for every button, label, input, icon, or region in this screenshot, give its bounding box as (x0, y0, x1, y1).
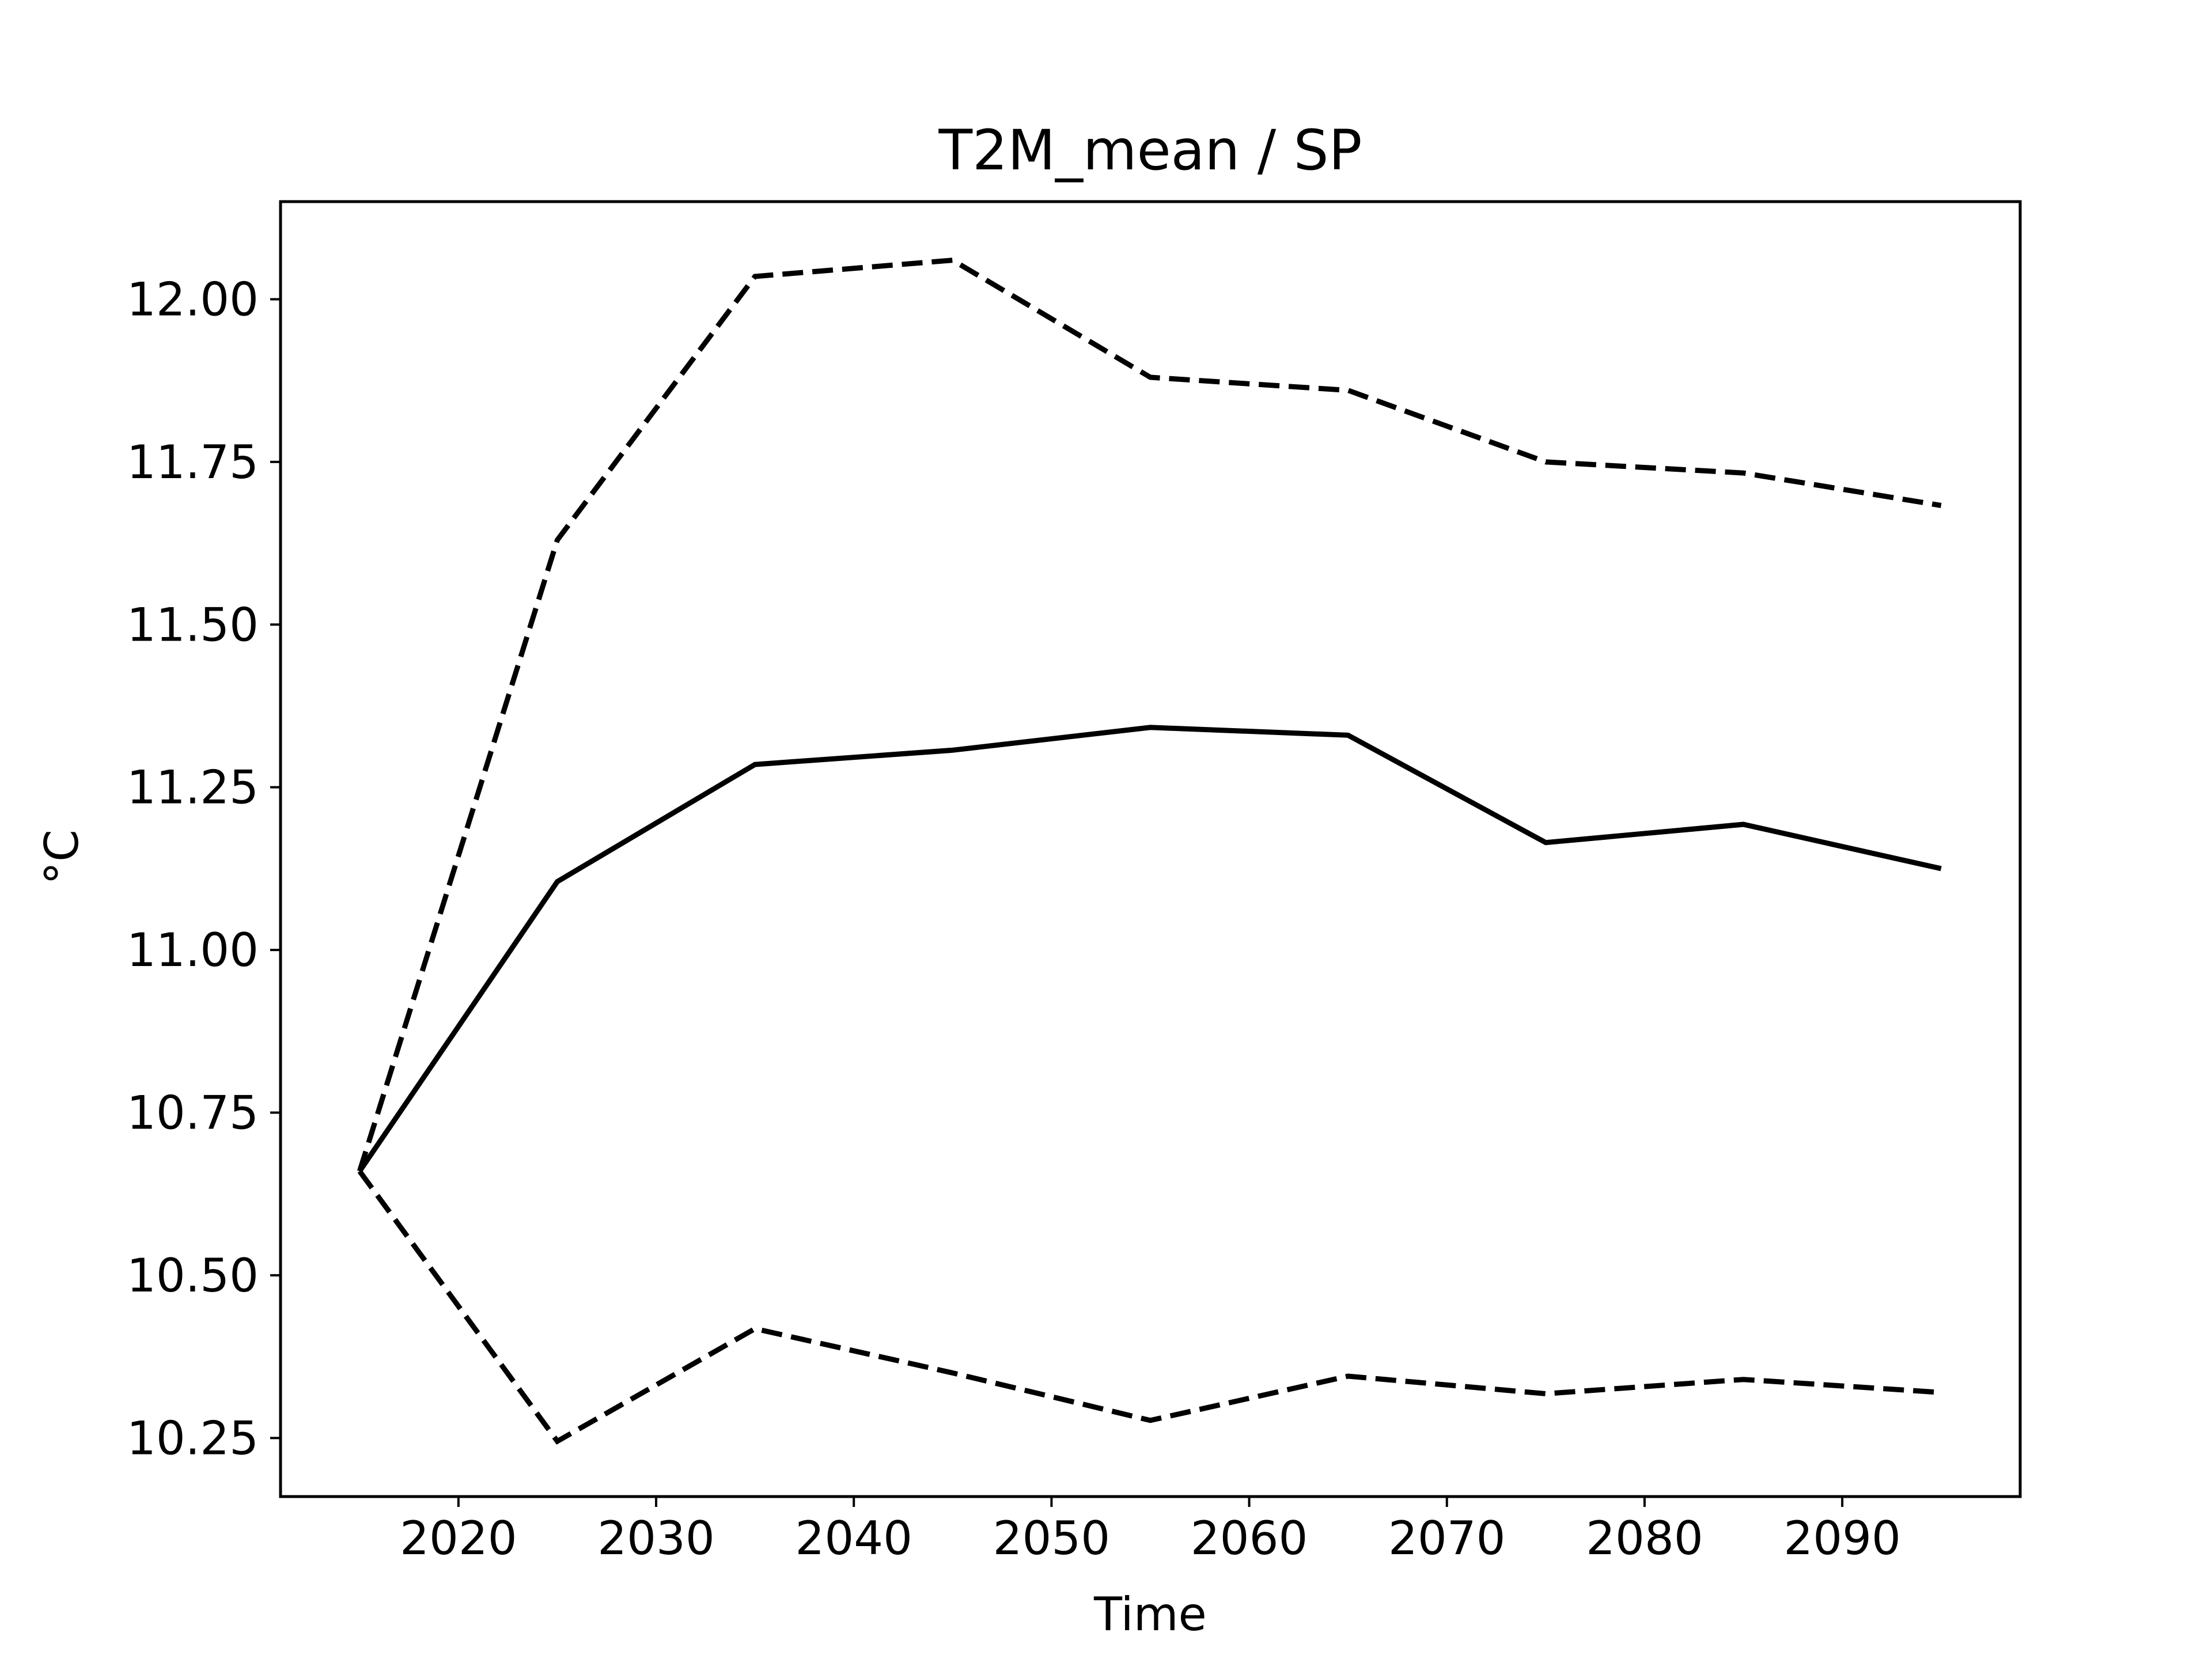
y-tick-label: 10.25 (127, 1411, 259, 1465)
y-tick-label: 11.00 (127, 923, 259, 977)
x-tick-label: 2080 (1586, 1512, 1703, 1565)
x-tick-label: 2070 (1388, 1512, 1506, 1565)
x-tick-label: 2030 (597, 1512, 715, 1565)
x-axis: 2020 2030 2040 2050 2060 2070 2080 2090 (400, 1497, 1901, 1565)
x-tick-label: 2020 (400, 1512, 517, 1565)
y-tick-label: 10.75 (127, 1086, 259, 1140)
axes-frame (279, 200, 2022, 1498)
x-tick-label: 2060 (1191, 1512, 1308, 1565)
series-layer (357, 257, 1942, 1445)
y-tick-label: 12.00 (127, 272, 259, 326)
y-axis: 10.25 10.50 10.75 11.00 11.25 11.50 11.75 12.00 (127, 272, 281, 1465)
x-tick-label: 2090 (1783, 1512, 1901, 1565)
series-line-2 (357, 257, 1942, 1172)
x-tick-label: 2050 (993, 1512, 1111, 1565)
y-axis-label: °C (35, 830, 89, 885)
y-tick-label: 11.25 (127, 761, 259, 815)
x-axis-label: Time (1093, 1588, 1207, 1641)
series-line-1 (357, 725, 1942, 1173)
chart-title: T2M_mean / SP (938, 118, 1362, 183)
series-line-3 (357, 1169, 1941, 1445)
x-tick-label: 2040 (795, 1512, 912, 1565)
y-tick-label: 11.50 (127, 598, 259, 652)
y-tick-label: 10.50 (127, 1249, 259, 1302)
y-tick-label: 11.75 (127, 435, 259, 489)
